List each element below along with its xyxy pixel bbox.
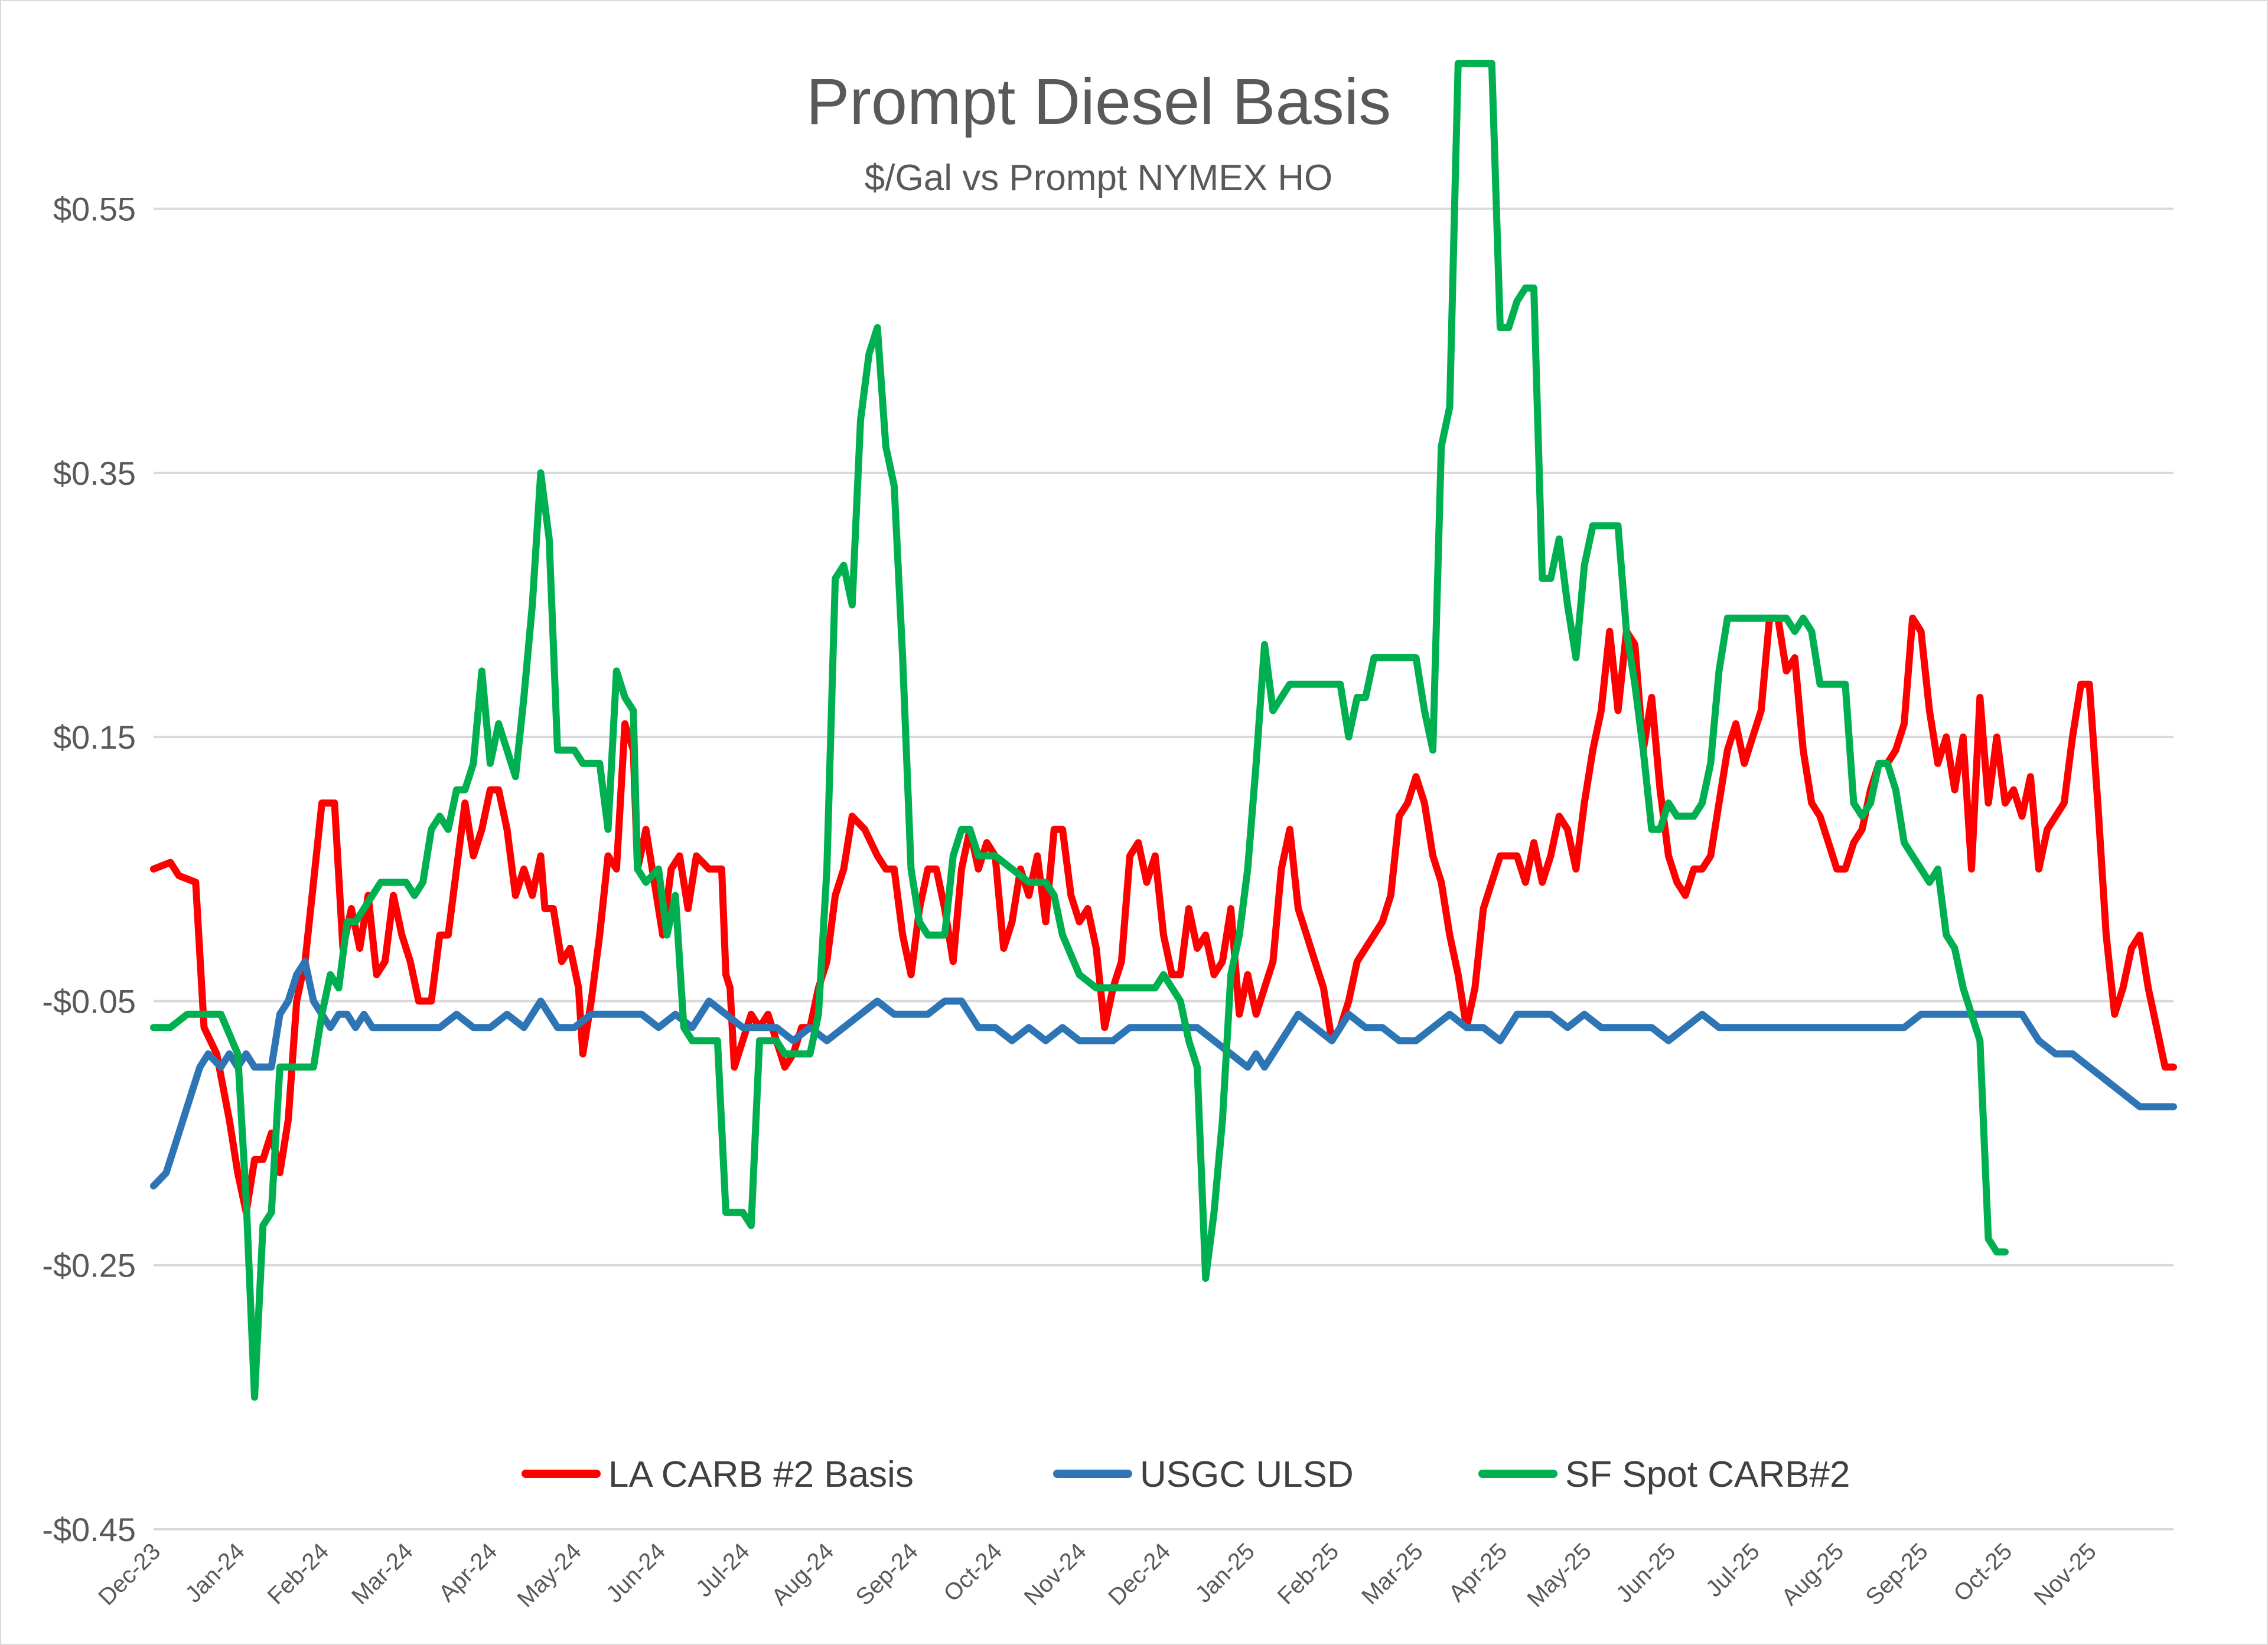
chart-title: Prompt Diesel Basis <box>806 66 1391 138</box>
y-tick-label: $0.55 <box>53 191 136 228</box>
x-tick-label: May-25 <box>1522 1538 1596 1612</box>
series-lines <box>150 60 2177 1401</box>
x-tick-label: Aug-24 <box>767 1538 839 1610</box>
x-tick-label: Mar-25 <box>1357 1538 1428 1610</box>
legend-item: SF Spot CARB#2 <box>1478 1454 1850 1495</box>
series-line-usgc-ulsd <box>150 958 2177 1190</box>
x-tick-label: Oct-24 <box>939 1538 1007 1607</box>
x-axis-tick-labels: Dec-23 Jan-24 Feb-24 Mar-24 Apr-24 May-24 Jun-… <box>93 1538 2101 1612</box>
legend: LA CARB #2 Basis USGC ULSD SF Spot CARB#2 <box>522 1454 1850 1495</box>
x-tick-label: May-24 <box>512 1538 586 1612</box>
series-line-la-carb-2-basis <box>150 614 2177 1216</box>
y-tick-label: -$0.45 <box>42 1511 136 1548</box>
x-tick-label: Aug-25 <box>1777 1538 1849 1610</box>
x-tick-label: Nov-25 <box>2029 1538 2101 1610</box>
chart-subtitle: $/Gal vs Prompt NYMEX HO <box>865 158 1332 198</box>
x-tick-label: Jun-24 <box>601 1538 671 1608</box>
x-tick-label: Jun-25 <box>1611 1538 1681 1608</box>
x-tick-label: Jan-24 <box>180 1538 250 1608</box>
x-tick-label: Jan-25 <box>1190 1538 1260 1608</box>
x-tick-label: Feb-24 <box>263 1538 334 1610</box>
x-tick-label: Sep-24 <box>851 1538 923 1610</box>
x-tick-label: Oct-25 <box>1948 1538 2017 1607</box>
x-tick-label: Jul-24 <box>691 1538 755 1602</box>
x-tick-label: Dec-24 <box>1103 1538 1175 1610</box>
y-tick-label: $0.35 <box>53 455 136 492</box>
legend-label: USGC ULSD <box>1140 1454 1354 1495</box>
x-tick-label: Apr-25 <box>1443 1538 1512 1607</box>
y-tick-label: -$0.05 <box>42 983 136 1020</box>
x-tick-label: Feb-25 <box>1273 1538 1344 1610</box>
x-tick-label: Nov-24 <box>1019 1538 1091 1610</box>
legend-label: SF Spot CARB#2 <box>1565 1454 1850 1495</box>
y-axis-tick-labels: $0.55 $0.35 $0.15 -$0.05 -$0.25 -$0.45 <box>42 191 136 1548</box>
legend-item: USGC ULSD <box>1053 1454 1354 1495</box>
series-line-sf-spot-carb-2 <box>150 60 2009 1401</box>
x-tick-label: Dec-23 <box>93 1538 165 1610</box>
x-tick-label: Sep-25 <box>1861 1538 1933 1610</box>
legend-label: LA CARB #2 Basis <box>608 1454 914 1495</box>
legend-item: LA CARB #2 Basis <box>522 1454 914 1495</box>
x-tick-label: Jul-25 <box>1701 1538 1765 1602</box>
y-tick-label: -$0.25 <box>42 1247 136 1284</box>
x-tick-label: Apr-24 <box>434 1538 502 1607</box>
x-tick-label: Mar-24 <box>347 1538 418 1610</box>
y-tick-label: $0.15 <box>53 719 136 756</box>
